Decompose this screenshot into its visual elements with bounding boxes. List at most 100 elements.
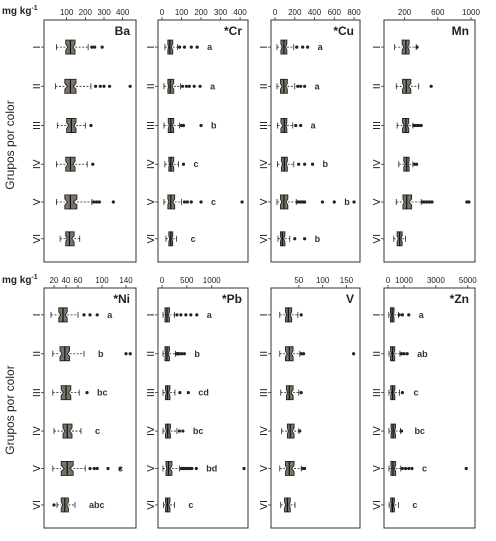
outlier-point	[400, 313, 404, 317]
outlier-point	[94, 200, 99, 204]
x-tick-label: 100	[60, 8, 74, 17]
outlier-point	[293, 237, 297, 241]
unit-superscript: -1	[31, 5, 37, 12]
panel-title: *Ni	[113, 292, 130, 306]
significance-letter: a	[419, 310, 425, 320]
y-axis-label-top: Grupos por color	[3, 100, 17, 189]
outlier-point	[181, 429, 185, 433]
outlier-point	[97, 200, 101, 204]
x-tick-label: 600	[431, 8, 445, 17]
outlier-point	[82, 313, 86, 317]
significance-letter: b	[323, 159, 329, 169]
outlier-point	[425, 200, 429, 204]
outlier-point	[464, 466, 468, 471]
group-label: V	[259, 465, 270, 472]
significance-letter: c	[211, 197, 216, 207]
outlier-point	[102, 84, 106, 88]
outlier-point	[195, 45, 199, 49]
outlier-point	[407, 466, 411, 471]
group-label: VI	[146, 234, 157, 244]
group-label: IV	[372, 159, 383, 169]
outlier-point	[195, 313, 199, 317]
outlier-point	[199, 200, 203, 204]
group-label: VI	[32, 234, 43, 244]
box-group-2: II	[372, 78, 433, 94]
box-group-5: V	[372, 194, 471, 210]
significance-letter: a	[207, 310, 213, 320]
outlier-point	[299, 313, 303, 317]
outlier-point	[106, 466, 110, 471]
group-label: III	[32, 121, 43, 130]
outlier-point	[410, 466, 414, 471]
group-label: III	[259, 388, 270, 397]
box-group-6: VI c	[372, 497, 417, 513]
box-group-3: III a	[259, 118, 317, 133]
group-label: III	[372, 121, 383, 130]
x-tick-label: 400	[116, 8, 130, 17]
x-tick-label: 0	[386, 276, 391, 285]
panel-frame	[157, 19, 249, 263]
outlier-point	[299, 391, 303, 395]
outlier-point	[430, 200, 434, 204]
box-body	[402, 194, 413, 210]
group-label: I	[146, 46, 157, 49]
outlier-point	[427, 200, 432, 204]
outlier-point	[92, 466, 96, 471]
significance-letter: a	[210, 81, 216, 91]
outlier-point	[352, 352, 356, 356]
outlier-point	[400, 391, 404, 395]
unit-label-bottom: mg kg-1	[2, 274, 38, 286]
outlier-point	[182, 45, 187, 49]
panel-frame	[383, 19, 476, 263]
outlier-point	[299, 84, 303, 88]
x-tick-label: 200	[288, 8, 302, 17]
panel-title: *Pb	[222, 292, 242, 306]
outlier-point	[242, 466, 246, 471]
outlier-point	[181, 123, 186, 128]
significance-letter: abc	[89, 500, 105, 510]
group-label: I	[32, 46, 43, 49]
panel-frame	[383, 287, 476, 529]
outlier-point	[407, 313, 411, 317]
significance-letter: c	[193, 159, 198, 169]
x-tick-label: 1000	[395, 276, 413, 285]
outlier-point	[352, 200, 356, 204]
y-axis-label-bottom: Grupos por color	[3, 365, 17, 454]
box-group-6: VI b	[259, 231, 321, 247]
outlier-point	[118, 466, 122, 471]
unit-label-text: mg kg	[2, 275, 31, 286]
box-group-3: III cd	[146, 385, 209, 401]
svg-text:mg kg-1: mg kg-1	[2, 5, 38, 17]
group-label: VI	[372, 234, 383, 244]
outlier-point	[296, 84, 300, 88]
significance-letter: a	[315, 81, 321, 91]
box-group-6: VI abc	[32, 497, 105, 513]
outlier-point	[240, 200, 244, 204]
x-tick-label: 200	[79, 8, 93, 17]
panel-frame	[270, 19, 361, 263]
outlier-point	[301, 352, 306, 356]
box-group-2: II	[259, 346, 356, 362]
group-label: III	[372, 388, 383, 397]
outlier-point	[299, 123, 303, 128]
x-tick-label: 0	[273, 8, 278, 17]
box-group-4: IV	[259, 423, 302, 439]
panel-title: *Cr	[224, 24, 242, 38]
outlier-point	[177, 429, 181, 433]
outlier-point	[182, 200, 187, 204]
box-group-6: VI c	[146, 497, 193, 513]
outlier-point	[310, 162, 315, 166]
box-group-2: II ab	[372, 346, 428, 362]
box-group-4: IV c	[146, 156, 198, 172]
x-tick-label: 200	[194, 8, 208, 17]
significance-letter: c	[412, 500, 417, 510]
outlier-point	[403, 466, 408, 471]
outlier-point	[192, 84, 196, 88]
